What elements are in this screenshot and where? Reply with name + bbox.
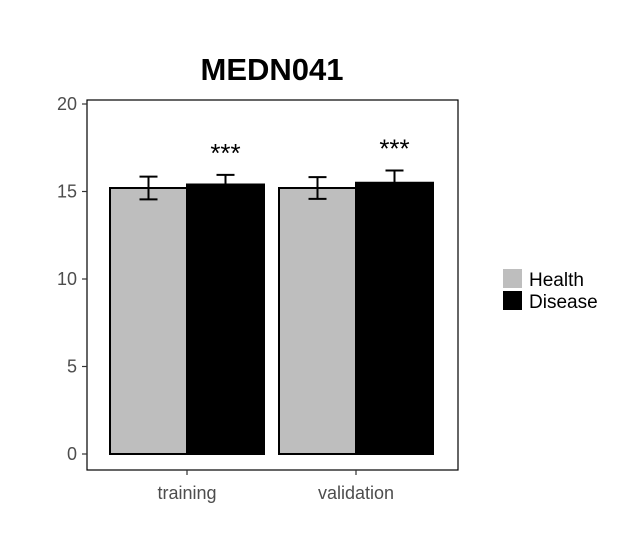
significance-label-validation: *** [379, 134, 409, 164]
legend-label-health: Health [529, 270, 584, 291]
bar-validation-disease [355, 181, 434, 455]
y-tick-label-4: 20 [57, 94, 77, 114]
bar-validation-health [278, 187, 357, 455]
y-tick-label-2: 10 [57, 269, 77, 289]
x-axis: training validation [157, 470, 394, 503]
x-tick-label-0: training [157, 483, 216, 503]
plot-panel [86, 99, 459, 471]
legend-label-disease: Disease [529, 292, 598, 313]
bar-training-health [109, 187, 188, 455]
legend-key-disease [503, 291, 522, 310]
error-bars [139, 169, 404, 201]
significance-label-training: *** [210, 138, 240, 168]
y-tick-label-3: 15 [57, 182, 77, 202]
bars [109, 181, 434, 455]
significance-annotations: *** *** [210, 134, 409, 168]
chart-title: MEDN041 [201, 52, 344, 87]
bar-training-disease [186, 183, 265, 455]
y-axis: 0 5 10 15 20 [57, 94, 87, 464]
y-tick-label-0: 0 [67, 444, 77, 464]
y-tick-label-1: 5 [67, 357, 77, 377]
legend-key-health [503, 269, 522, 288]
x-tick-label-1: validation [318, 483, 394, 503]
